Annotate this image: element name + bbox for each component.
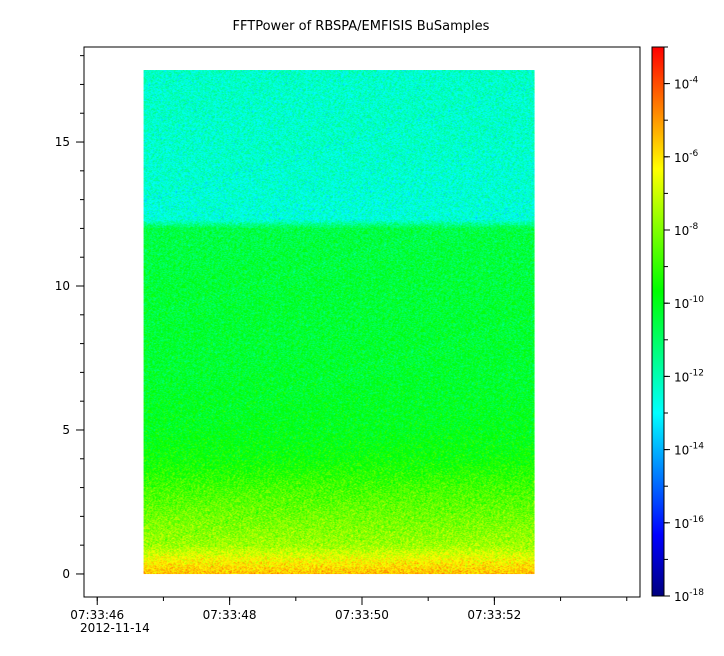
x-axis-date-label: 2012-11-14 (80, 621, 150, 635)
spectrogram-image (143, 70, 535, 575)
x-tick-label: 07:33:48 (203, 608, 257, 622)
y-tick-label: 15 (55, 135, 70, 149)
colorbar-tick-label: 10-14 (674, 442, 704, 458)
y-tick-label: 0 (62, 567, 70, 581)
x-tick-label: 07:33:50 (335, 608, 389, 622)
y-tick-label: 10 (55, 279, 70, 293)
y-axis: 0 5 10 15 (55, 55, 84, 581)
x-axis: 07:33:46 07:33:48 07:33:50 07:33:52 (70, 597, 628, 622)
colorbar-tick-label: 10-12 (674, 368, 704, 384)
colorbar-tick-label: 10-8 (674, 222, 699, 238)
colorbar-axis: 10-4 10-6 10-8 10-10 10-12 10-14 10-16 10-18 (664, 46, 704, 604)
x-tick-label: 07:33:52 (467, 608, 521, 622)
colorbar-tick-label: 10-18 (674, 588, 704, 604)
y-tick-label: 5 (62, 423, 70, 437)
colorbar-tick-label: 10-4 (674, 76, 699, 92)
colorbar-tick-label: 10-16 (674, 515, 704, 531)
colorbar-tick-label: 10-6 (674, 149, 699, 165)
chart-title: FFTPower of RBSPA/EMFISIS BuSamples (233, 19, 490, 34)
colorbar-tick-label: 10-10 (674, 295, 704, 311)
colorbar (651, 46, 665, 597)
x-tick-label: 07:33:46 (70, 608, 124, 622)
